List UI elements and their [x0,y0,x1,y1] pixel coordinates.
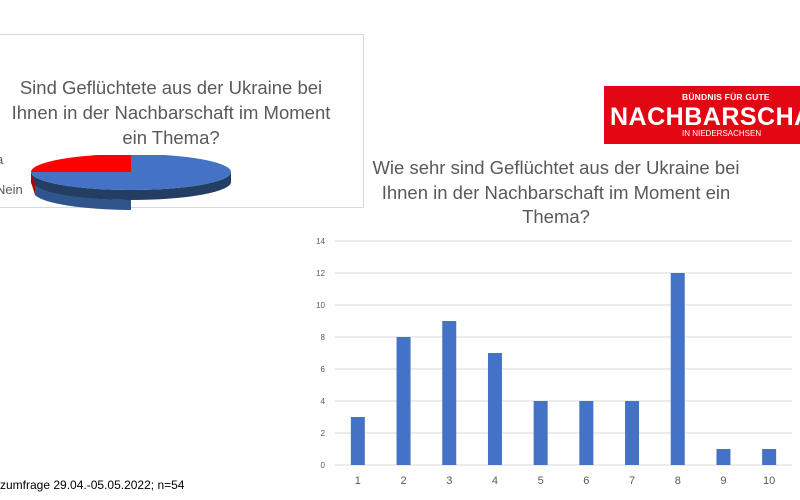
x-tick-label: 5 [538,475,544,487]
pie-legend-nein: Nein [0,182,23,197]
x-tick-label: 10 [763,475,775,487]
y-tick-label: 14 [316,237,325,246]
pie-slice-nein [31,155,231,190]
x-tick-label: 1 [355,475,361,487]
x-tick-label: 7 [629,475,635,487]
pie-chart-panel: Sind Geflüchtete aus der Ukraine bei Ihn… [0,34,364,210]
x-tick-label: 8 [675,475,681,487]
pie-slice-a-side [31,172,35,195]
x-tick-label: 4 [492,475,498,487]
survey-footnote: zumfrage 29.04.-05.05.2022; n=54 [0,478,185,492]
x-tick-label: 9 [720,475,726,487]
bar-7 [625,401,640,465]
pie-slice-a [31,155,131,172]
bar-10 [762,449,777,465]
x-tick-label: 3 [446,475,452,487]
y-tick-label: 2 [321,429,326,438]
logo-bottom-text: IN NIEDERSACHSEN [682,129,762,138]
y-tick-label: 8 [321,333,326,342]
bar-2 [396,337,411,465]
pie-slice-nein-side [31,172,231,200]
bar-1 [350,417,365,465]
pie-chart-title: Sind Geflüchtete aus der Ukraine bei Ihn… [11,77,331,148]
x-tick-label: 6 [583,475,589,487]
nachbarschaft-logo: BÜNDNIS FÜR GUTE NACHBARSCHA IN NIEDERSA… [604,86,800,144]
y-tick-label: 0 [321,461,326,470]
bar-8 [670,273,685,465]
pie-legend-a: a [0,152,3,167]
y-tick-label: 10 [316,301,325,310]
bar-6 [579,401,594,465]
y-tick-label: 4 [321,397,326,406]
bar-chart-title: Wie sehr sind Geflüchtet aus der Ukraine… [372,157,740,227]
bar-3 [442,321,457,465]
y-tick-label: 12 [316,269,325,278]
y-tick-label: 6 [321,365,326,374]
bar-5 [533,401,548,465]
pie-chart [31,155,231,210]
logo-top-text: BÜNDNIS FÜR GUTE [682,92,770,102]
logo-main-text: NACHBARSCHA [610,103,800,131]
bar-4 [487,353,502,465]
bar-9 [716,449,731,465]
x-tick-label: 2 [400,475,406,487]
pie-slice-nein-side-left [35,185,131,210]
